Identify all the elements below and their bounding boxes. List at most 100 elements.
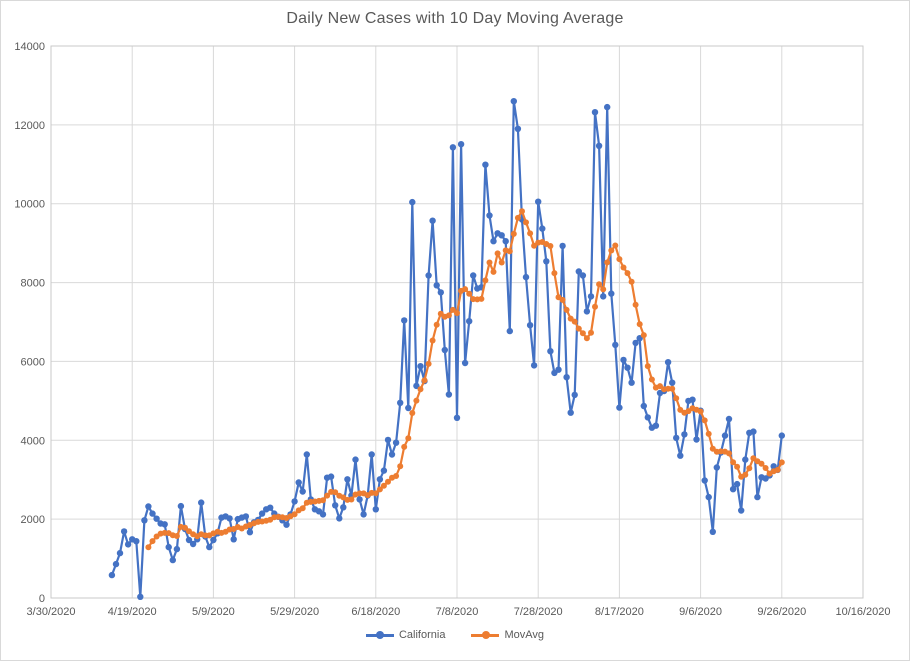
series-california-marker xyxy=(526,322,534,329)
series-california-marker xyxy=(429,217,436,224)
series-movavg-marker xyxy=(393,473,400,479)
series-california-marker xyxy=(669,379,676,386)
series-movavg-marker xyxy=(510,230,517,237)
series-movavg-marker xyxy=(527,230,534,237)
series-california-marker xyxy=(449,144,457,151)
legend: California MovAvg xyxy=(1,629,909,641)
series-movavg-marker xyxy=(669,385,676,392)
series-california-marker xyxy=(380,467,388,474)
series-california-marker xyxy=(539,225,546,232)
series-movavg-marker xyxy=(324,492,331,499)
series-california-marker xyxy=(372,506,379,513)
series-movavg-marker xyxy=(648,376,655,383)
california-line-marker-icon xyxy=(365,631,394,640)
series-california-marker xyxy=(612,341,619,349)
series-movavg-marker xyxy=(531,242,538,249)
series-movavg-marker xyxy=(433,321,440,328)
series-california-marker xyxy=(624,364,631,371)
series-california-marker xyxy=(352,456,359,463)
series-california-marker xyxy=(116,549,124,557)
series-movavg-marker xyxy=(624,270,631,277)
series-california-marker xyxy=(453,414,461,421)
series-california-marker xyxy=(502,238,509,245)
series-california-marker xyxy=(490,238,497,245)
series-movavg-marker xyxy=(462,286,469,293)
x-axis-label: 9/6/2020 xyxy=(679,606,722,618)
series-california-marker xyxy=(295,479,302,486)
series-movavg-marker xyxy=(182,524,188,531)
series-california-marker xyxy=(360,511,367,518)
series-california-marker xyxy=(137,593,144,600)
series-california-marker xyxy=(754,493,761,501)
series-california-marker xyxy=(445,391,453,398)
series-california-marker xyxy=(384,436,392,444)
series-california-marker xyxy=(563,374,570,381)
series-movavg-marker xyxy=(604,259,611,266)
series-california-marker xyxy=(112,560,120,568)
series-california-marker xyxy=(600,293,607,300)
series-movavg-marker xyxy=(551,270,558,277)
series-california-marker xyxy=(206,543,213,551)
series-movavg-marker xyxy=(583,335,590,342)
series-california-marker xyxy=(591,109,599,116)
series-california-marker xyxy=(409,198,416,206)
chart-title: Daily New Cases with 10 Day Moving Avera… xyxy=(286,10,624,27)
series-california-marker xyxy=(141,517,148,524)
series-california-marker xyxy=(169,556,176,564)
series-california-marker xyxy=(673,434,680,442)
series-movavg-marker xyxy=(705,430,712,437)
series-movavg-marker xyxy=(758,460,765,467)
series-california-marker xyxy=(177,502,185,510)
series-california-marker xyxy=(165,543,172,551)
series-california-marker xyxy=(677,452,684,459)
series-california-marker xyxy=(721,432,729,439)
series-california-marker xyxy=(210,536,217,544)
series-california-marker xyxy=(470,272,477,279)
series-california-marker xyxy=(405,404,412,412)
series-movavg-marker xyxy=(425,360,432,367)
series-movavg-marker xyxy=(774,466,781,473)
x-axis-label: 10/16/2020 xyxy=(835,606,890,618)
series-movavg-marker xyxy=(588,329,594,336)
series-california-marker xyxy=(466,318,473,325)
series-california-marker xyxy=(701,477,708,484)
series-california-marker xyxy=(327,473,335,480)
series-movavg-marker xyxy=(401,443,408,450)
x-axis-label: 8/17/2020 xyxy=(595,606,644,618)
series-california-marker xyxy=(457,141,465,148)
series-california-marker xyxy=(246,529,254,536)
y-axis-label: 2000 xyxy=(21,514,45,526)
series-california-marker xyxy=(733,480,741,488)
series-california-marker xyxy=(506,327,513,335)
series-movavg-marker xyxy=(644,363,651,370)
series-california-marker xyxy=(124,541,132,548)
series-california-marker xyxy=(153,515,160,522)
series-california-marker xyxy=(689,396,696,403)
series-california-marker xyxy=(401,317,408,324)
series-movavg-marker xyxy=(145,544,152,551)
series-california-marker xyxy=(510,98,517,105)
series-movavg-marker xyxy=(490,268,497,275)
series-movavg-marker xyxy=(385,478,391,485)
series-movavg-marker xyxy=(417,386,424,393)
series-movavg-marker xyxy=(734,463,741,470)
series-movavg-marker xyxy=(612,242,619,249)
series-california-marker xyxy=(616,404,623,411)
series-movavg-marker xyxy=(628,278,635,285)
series-california-marker xyxy=(242,513,250,520)
series-california-marker xyxy=(461,359,469,367)
series-california-marker xyxy=(226,515,233,522)
series-movavg-marker xyxy=(673,395,680,402)
series-california-marker xyxy=(433,282,440,289)
y-axis-label: 10000 xyxy=(14,199,45,211)
y-axis-label: 0 xyxy=(39,593,45,605)
series-california-marker xyxy=(340,504,347,511)
series-california-marker xyxy=(632,339,639,347)
series-california-marker xyxy=(267,504,274,511)
series-california-marker xyxy=(571,391,578,399)
series-california-marker xyxy=(644,414,651,421)
series-california-marker xyxy=(133,538,140,545)
series-california-marker xyxy=(417,363,424,370)
series-movavg-marker xyxy=(173,533,180,539)
series-movavg-marker xyxy=(701,417,708,424)
